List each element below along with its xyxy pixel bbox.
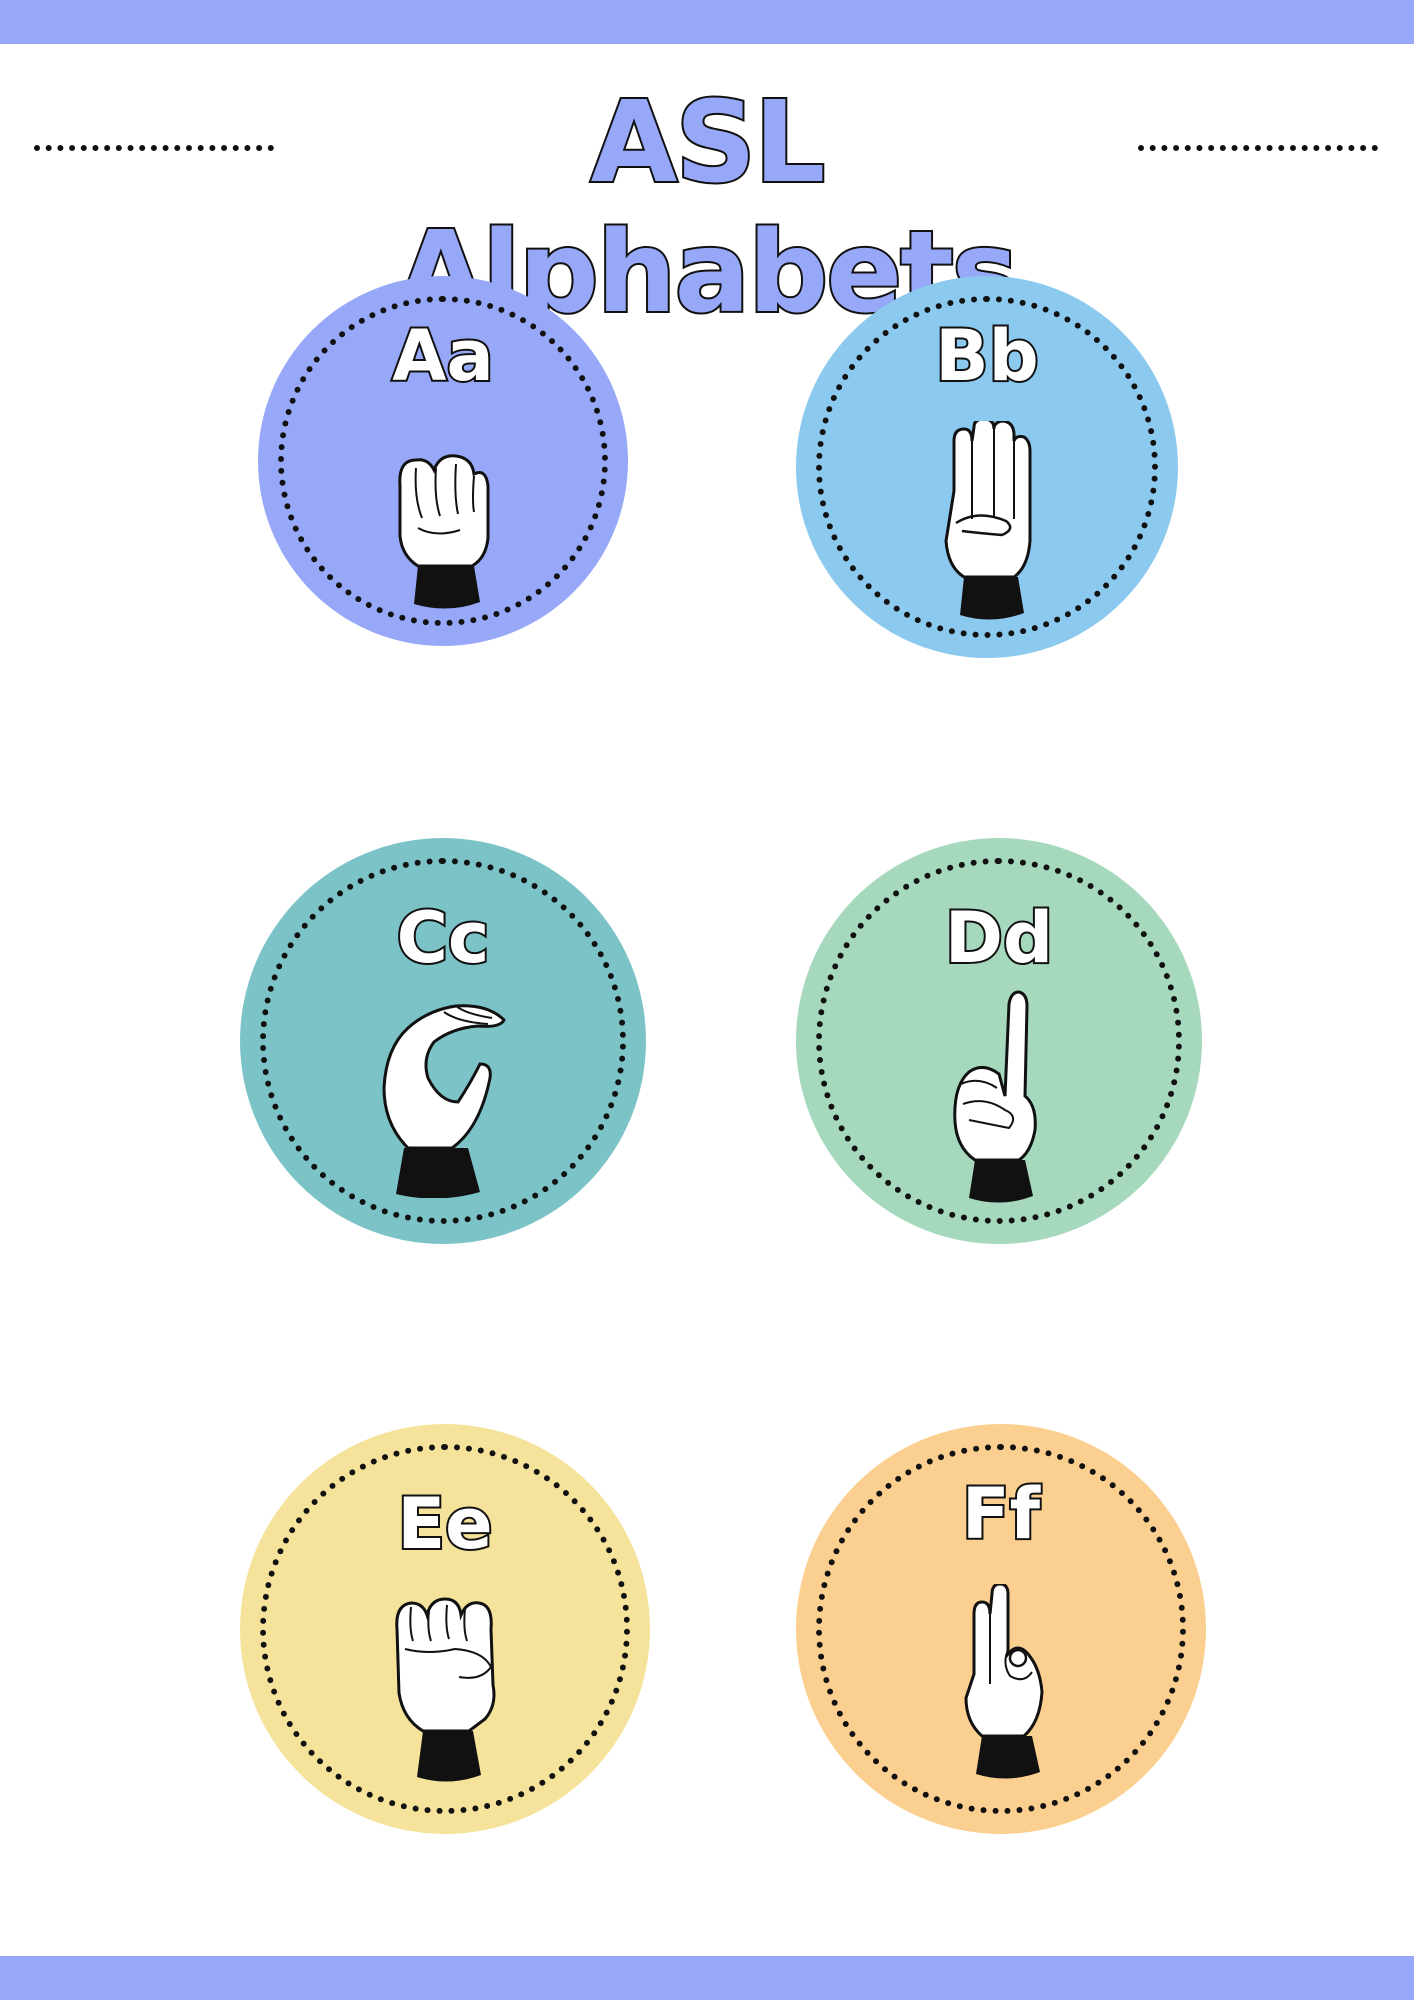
letter-label-f: Ff <box>960 1472 1042 1556</box>
dotted-ring <box>278 296 608 626</box>
asl-f-hand-icon <box>964 1584 1044 1779</box>
dotted-ring <box>260 858 626 1224</box>
letter-badge-a: Aa <box>258 276 628 646</box>
letter-label-c: Cc <box>395 896 492 980</box>
letter-badge-c: Cc <box>240 838 646 1244</box>
dotted-ring <box>260 1444 630 1814</box>
letter-badge-e: Ee <box>240 1424 650 1834</box>
asl-c-hand-icon <box>382 1004 506 1198</box>
asl-a-hand-icon <box>398 454 490 609</box>
top-color-band <box>0 0 1414 44</box>
dotted-ring <box>816 296 1158 638</box>
bottom-color-band <box>0 1956 1414 2000</box>
letter-label-d: Dd <box>943 896 1055 980</box>
title-dotted-line-right <box>1138 145 1378 151</box>
letter-badge-f: Ff <box>796 1424 1206 1834</box>
letter-badge-b: Bb <box>796 276 1178 658</box>
asl-e-hand-icon <box>395 1597 496 1782</box>
asl-d-hand-icon <box>953 990 1037 1203</box>
letter-badge-d: Dd <box>796 838 1202 1244</box>
dotted-ring <box>816 1444 1186 1814</box>
title-dotted-line-left <box>34 145 274 151</box>
letter-label-e: Ee <box>395 1482 494 1566</box>
asl-b-hand-icon <box>944 421 1032 620</box>
title-row: ASL Alphabets <box>0 76 1414 340</box>
letter-label-b: Bb <box>933 314 1040 398</box>
letter-label-a: Aa <box>390 314 495 398</box>
dotted-ring <box>816 858 1182 1224</box>
